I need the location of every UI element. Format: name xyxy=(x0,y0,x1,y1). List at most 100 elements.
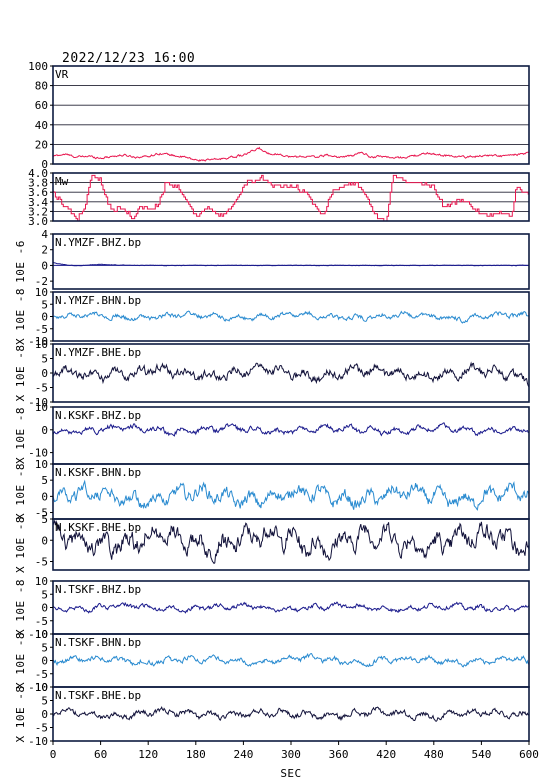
panel-1: 4.03.83.63.43.23.0 Mw xyxy=(28,167,530,228)
y-tick-label: -10 xyxy=(28,335,48,348)
x-tick-label: 300 xyxy=(281,748,301,761)
y-tick-label: -5 xyxy=(35,382,48,395)
panel-0: 100 80 60 40 20 0 VR xyxy=(28,60,530,171)
unit-label: X 10E -8 xyxy=(14,345,27,402)
series-line xyxy=(52,146,530,162)
panel-label: N.KSKF.BHZ.bp xyxy=(55,409,141,422)
y-tick-label: -2 xyxy=(35,275,48,288)
x-tick-label: 60 xyxy=(94,748,107,761)
y-tick-label: 0 xyxy=(41,311,48,324)
panel-label: N.KSKF.BHN.bp xyxy=(55,466,141,479)
series-line xyxy=(52,653,530,668)
series-line xyxy=(52,601,530,614)
panel-label: N.YMZF.BHZ.bp xyxy=(55,236,141,249)
series-line xyxy=(52,361,530,388)
panels-group: 100806040200VR4.03.83.63.43.23.0Mw420-2N… xyxy=(14,60,530,748)
datetime-header: 2022/12/23 16:00 xyxy=(62,51,195,66)
y-tick-label: 2 xyxy=(41,244,48,257)
y-tick-label: 10 xyxy=(35,681,48,694)
unit-label: 10E -6 xyxy=(14,240,27,283)
panel-4: 10 50 -5 -10 N.YMZF.BHE.bp X 10E -8 xyxy=(14,338,530,409)
y-tick-label: 100 xyxy=(28,60,48,73)
unit-label: X 10E -8 xyxy=(14,407,27,464)
panel-label: N.TSKF.BHN.bp xyxy=(55,636,141,649)
panel-label: N.YMZF.BHE.bp xyxy=(55,346,141,359)
y-tick-label: 3.4 xyxy=(28,196,48,209)
y-tick-label: 5 xyxy=(41,298,48,311)
panel-6: 10 5 0 -5 N.KSKF.BHN.bp X 10E -8 xyxy=(14,458,530,520)
y-tick-label: 10 xyxy=(35,286,48,299)
y-tick-label: 0 xyxy=(41,424,48,437)
y-tick-label: 10 xyxy=(35,401,48,414)
y-tick-label: -5 xyxy=(35,323,48,336)
x-tick-label: 420 xyxy=(376,748,396,761)
unit-label: X 10E -8 xyxy=(14,516,27,573)
unit-label: X 10E -8 xyxy=(14,686,27,743)
y-tick-label: 10 xyxy=(35,628,48,641)
x-tick-label: 120 xyxy=(138,748,158,761)
x-tick-label: 600 xyxy=(519,748,539,761)
unit-label: X 10E -8 xyxy=(14,579,27,636)
panel-2: 4 2 0 -2 N.YMZF.BHZ.bp 10E -6 xyxy=(14,228,530,290)
y-tick-label: 3.8 xyxy=(28,177,48,190)
x-tick-label: 360 xyxy=(329,748,349,761)
y-tick-label: 3.0 xyxy=(28,215,48,228)
unit-label: X 10E -8 xyxy=(14,463,27,520)
y-tick-label: -10 xyxy=(28,628,48,641)
y-tick-label: 40 xyxy=(35,119,48,132)
y-tick-label: 10 xyxy=(35,338,48,351)
panel-label: Mw xyxy=(55,175,69,188)
y-tick-label: 0 xyxy=(41,534,48,547)
panel-label: N.TSKF.BHZ.bp xyxy=(55,583,141,596)
y-tick-label: -5 xyxy=(35,668,48,681)
panel-label: N.TSKF.BHE.bp xyxy=(55,689,141,702)
x-tick-label: 180 xyxy=(186,748,206,761)
panel-7: 5 0 -5 N.KSKF.BHE.bp X 10E -8 xyxy=(14,513,530,573)
y-tick-label: 0 xyxy=(41,158,48,171)
x-axis: 0 60 120 180 240 300 360 420 480 540 600 xyxy=(50,741,539,761)
x-tick-label: 480 xyxy=(424,748,444,761)
series-line xyxy=(52,705,530,722)
panel-frame xyxy=(52,233,530,290)
y-tick-label: 0 xyxy=(41,602,48,615)
y-tick-label: -5 xyxy=(35,615,48,628)
panel-label: N.YMZF.BHN.bp xyxy=(55,294,141,307)
series-line xyxy=(52,422,530,437)
x-tick-label: 540 xyxy=(471,748,491,761)
y-tick-label: 5 xyxy=(41,641,48,654)
y-tick-label: 0 xyxy=(41,708,48,721)
y-tick-label: -5 xyxy=(35,556,48,569)
x-tick-label: 240 xyxy=(233,748,253,761)
y-tick-label: 5 xyxy=(41,513,48,526)
y-tick-label: 0 xyxy=(41,490,48,503)
panel-frame xyxy=(52,172,530,222)
y-tick-label: 5 xyxy=(41,588,48,601)
y-tick-label: 60 xyxy=(35,99,48,112)
series-line xyxy=(52,261,530,267)
panel-frame xyxy=(52,65,530,165)
panel-8: 10 50-5-10 N.TSKF.BHZ.bp X 10E -8 xyxy=(14,575,530,641)
panel-label: VR xyxy=(55,68,69,81)
y-tick-label: 3.6 xyxy=(28,186,48,199)
y-tick-label: 3.2 xyxy=(28,205,48,218)
series-line xyxy=(52,519,530,565)
y-tick-label: 5 xyxy=(41,353,48,366)
y-tick-label: -10 xyxy=(28,681,48,694)
y-tick-label: -5 xyxy=(35,722,48,735)
y-tick-label: 0 xyxy=(41,259,48,272)
y-tick-label: 80 xyxy=(35,80,48,93)
x-tick-label: 0 xyxy=(50,748,57,761)
series-line xyxy=(53,174,529,222)
panel-frame xyxy=(52,518,530,571)
unit-label: X 10E -8 xyxy=(14,632,27,689)
y-tick-label: 0 xyxy=(41,655,48,668)
y-tick-label: 0 xyxy=(41,367,48,380)
y-tick-label: 5 xyxy=(41,695,48,708)
x-axis-label: SEC xyxy=(280,767,301,780)
y-tick-label: 4 xyxy=(41,228,48,241)
y-tick-label: 5 xyxy=(41,474,48,487)
